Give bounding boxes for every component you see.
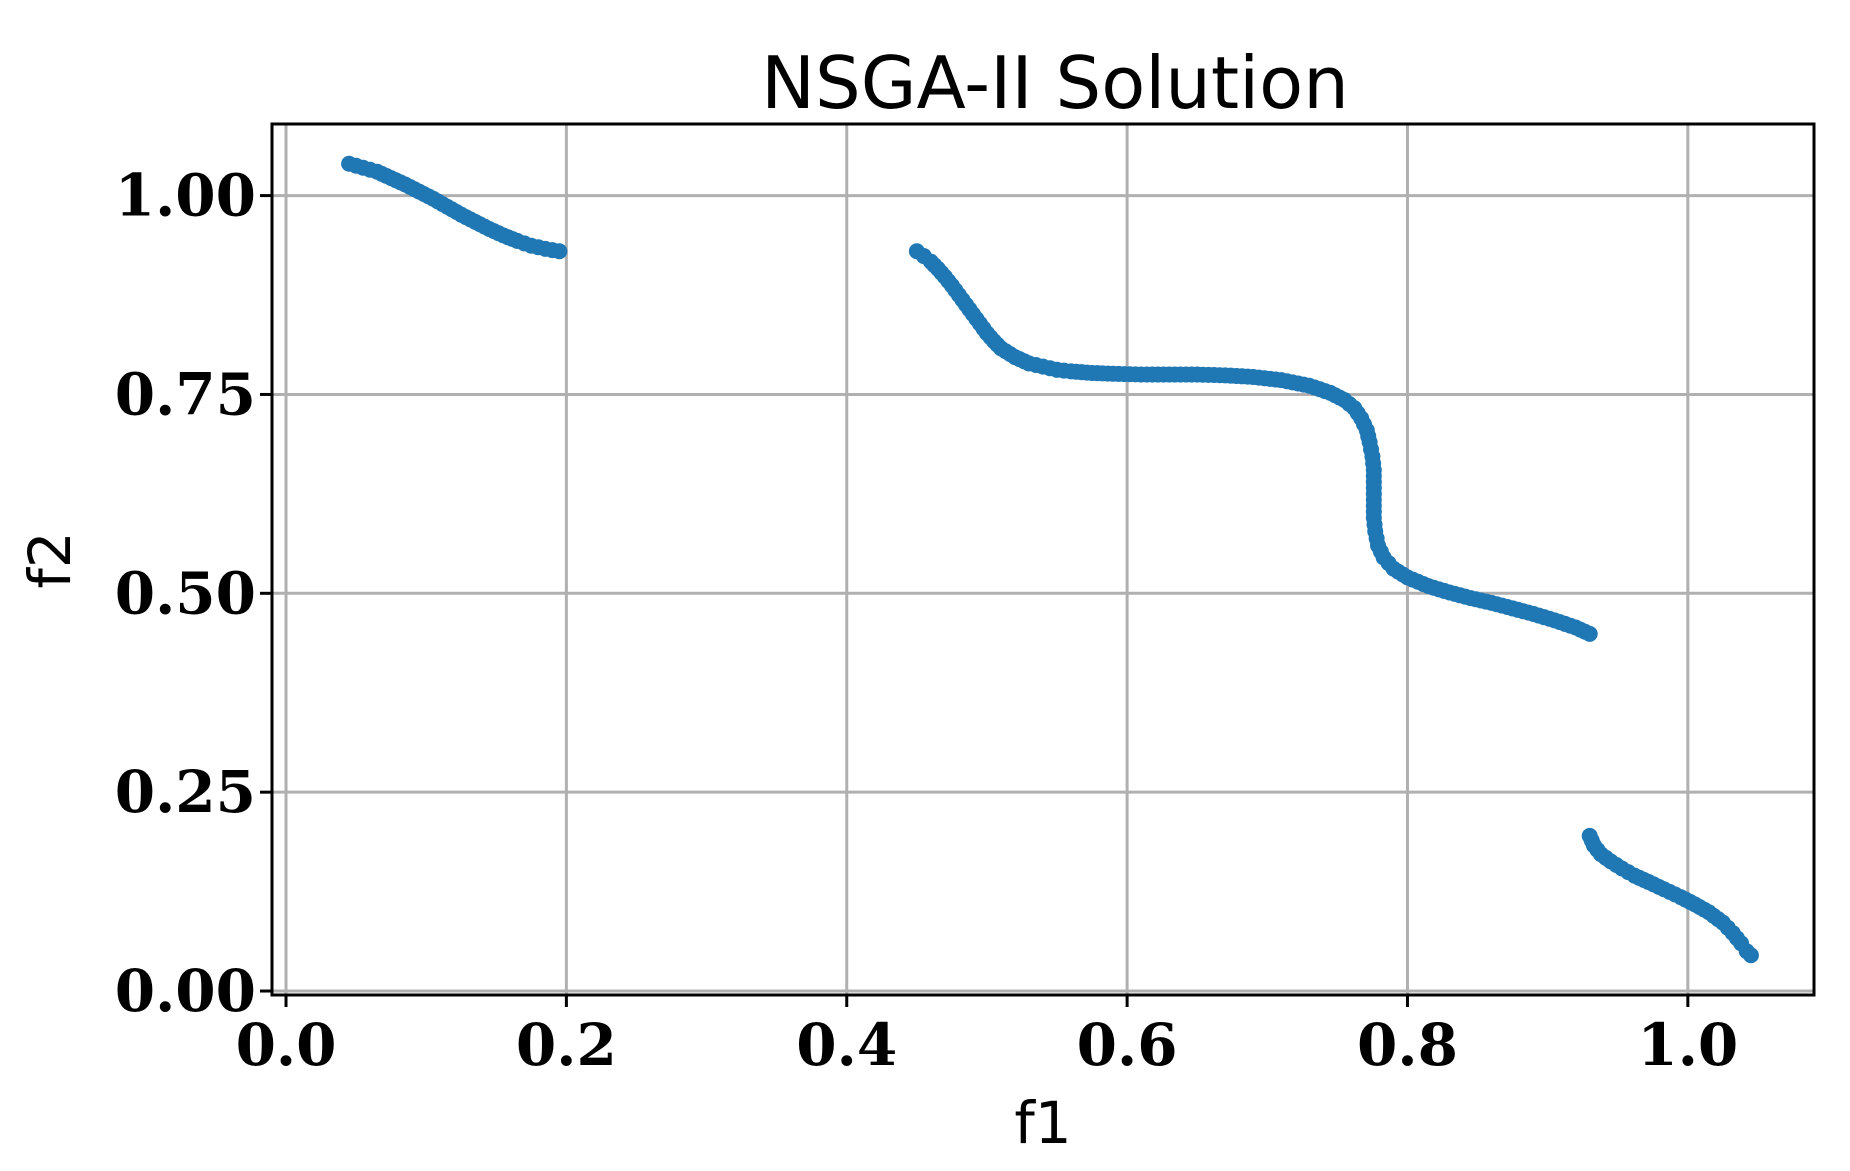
x-tick-label: 0.8 [1357, 1011, 1458, 1079]
plot-frame [270, 122, 1816, 997]
data-point [1581, 625, 1598, 642]
y-tick-label: 0.75 [115, 360, 256, 428]
x-tick-label: 0.0 [236, 1011, 337, 1079]
data-points [341, 155, 1759, 964]
y-tick-label: 0.50 [115, 559, 256, 627]
x-tick-label: 0.2 [516, 1011, 617, 1079]
chart-title: NSGA-II Solution [761, 41, 1349, 125]
axis-ticks: 0.0 0.2 0.4 0.6 0.8 1.0 0.00 0.25 0.50 0.75 1.00 [115, 162, 1739, 1079]
x-axis-label: f1 [1014, 1089, 1071, 1157]
data-point [551, 243, 568, 260]
grid [272, 124, 1814, 995]
y-tick-label: 0.25 [115, 758, 256, 826]
y-axis-label: f2 [16, 531, 84, 588]
x-tick-label: 1.0 [1637, 1011, 1738, 1079]
y-tick-label: 0.00 [115, 957, 256, 1025]
x-tick-label: 0.6 [1077, 1011, 1178, 1079]
data-point [1742, 947, 1759, 964]
x-tick-label: 0.4 [796, 1011, 897, 1079]
y-tick-label: 1.00 [115, 162, 256, 230]
